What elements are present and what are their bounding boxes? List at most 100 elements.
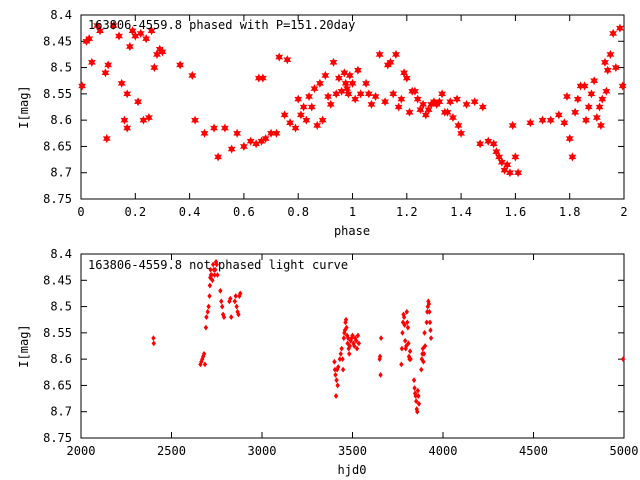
data-point <box>405 319 410 326</box>
data-point <box>333 393 339 399</box>
data-point <box>353 337 359 344</box>
data-point <box>329 57 338 67</box>
data-point <box>258 73 267 83</box>
data-point <box>104 60 113 70</box>
data-point <box>595 102 604 112</box>
data-point <box>412 385 417 391</box>
data-point <box>394 102 403 112</box>
data-point <box>416 400 422 407</box>
data-point <box>347 350 352 357</box>
data-point <box>402 322 407 328</box>
data-point <box>151 335 156 342</box>
data-point <box>315 78 324 88</box>
data-point <box>415 408 420 415</box>
axes-ticks: 0 0.2 0.4 0.6 0.8 1 1.2 1.4 1.6 1.8 2 8.4 8.45 8.5 8.5… <box>43 8 628 219</box>
data-points <box>151 258 626 415</box>
y-tick-label: 8.75 <box>43 192 72 206</box>
data-point <box>446 97 455 107</box>
unphased-chart: 2000 2500 3000 3500 4000 4500 5000 8.4 8.45 8.5 8.… <box>17 247 638 477</box>
data-point <box>428 327 433 334</box>
data-point <box>400 329 405 336</box>
data-point <box>571 107 580 117</box>
data-point <box>334 73 343 83</box>
data-point <box>147 26 156 36</box>
data-point <box>596 120 605 130</box>
data-point <box>415 387 421 394</box>
data-point <box>252 139 261 149</box>
data-point <box>590 76 599 86</box>
y-tick-label: 8.6 <box>50 113 72 127</box>
data-point <box>375 49 384 59</box>
data-point <box>457 128 466 138</box>
y-tick-label: 8.55 <box>43 326 72 340</box>
x-tick-label: 0 <box>77 205 84 219</box>
data-point <box>227 144 236 154</box>
data-point <box>305 91 313 102</box>
data-point <box>286 118 294 128</box>
x-tick-label: 4000 <box>429 444 458 458</box>
y-tick-label: 8.6 <box>50 352 72 366</box>
data-point <box>453 94 461 104</box>
data-point <box>401 314 407 320</box>
data-point <box>283 55 292 65</box>
x-tick-label: 2500 <box>157 444 186 458</box>
x-axis-label: hjd0 <box>338 463 367 477</box>
y-tick-label: 8.4 <box>50 8 72 22</box>
data-point <box>85 34 94 44</box>
data-point <box>352 343 357 349</box>
data-point <box>351 94 360 104</box>
data-point <box>333 372 338 378</box>
data-point <box>280 110 289 120</box>
data-point <box>618 81 627 91</box>
data-point <box>313 120 322 130</box>
data-point <box>347 343 352 349</box>
x-tick-label: 0.8 <box>287 205 309 219</box>
data-point <box>592 112 601 123</box>
data-point <box>101 68 110 78</box>
y-tick-label: 8.7 <box>50 166 72 180</box>
data-point <box>563 91 571 102</box>
data-point <box>538 115 547 125</box>
data-point <box>142 34 151 44</box>
data-point <box>239 141 248 151</box>
data-point <box>204 314 209 320</box>
data-point <box>214 152 223 162</box>
data-point <box>134 97 142 107</box>
y-tick-label: 8.75 <box>43 431 72 445</box>
data-point <box>336 364 341 370</box>
data-point <box>221 314 227 320</box>
data-point <box>426 301 432 307</box>
data-point <box>573 94 582 104</box>
data-point <box>310 84 319 94</box>
data-point <box>321 70 330 80</box>
data-point <box>215 272 220 278</box>
data-point <box>200 128 209 138</box>
data-point <box>392 49 400 59</box>
data-point <box>438 89 447 99</box>
data-point <box>611 63 620 73</box>
data-point <box>236 311 241 318</box>
data-point <box>565 134 574 144</box>
data-point <box>598 94 607 104</box>
data-point <box>389 89 398 99</box>
data-point <box>191 115 199 125</box>
phased-chart: 0 0.2 0.4 0.6 0.8 1 1.2 1.4 1.6 1.8 2 8.4 8.45 8.5 8.5… <box>17 8 628 238</box>
data-point <box>340 366 346 373</box>
data-point <box>324 91 332 102</box>
data-point <box>206 303 211 310</box>
data-point <box>424 319 429 326</box>
data-point <box>348 78 357 88</box>
data-point <box>176 60 185 70</box>
data-point <box>443 107 452 117</box>
data-point <box>220 123 229 133</box>
data-point <box>489 139 498 149</box>
data-point <box>386 57 395 67</box>
x-tick-label: 2 <box>620 205 627 219</box>
data-point <box>603 65 612 75</box>
data-point <box>399 345 405 352</box>
data-point <box>354 65 362 75</box>
data-point <box>233 293 238 299</box>
data-point <box>210 277 215 284</box>
